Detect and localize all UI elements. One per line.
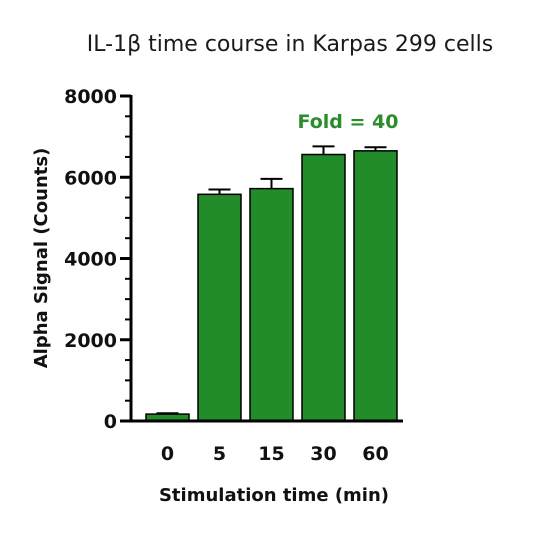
y-tick-label: 4000 <box>64 249 117 271</box>
x-tick-label: 5 <box>213 443 226 465</box>
y-tick-label: 8000 <box>64 86 117 108</box>
y-axis-label: Alpha Signal (Counts) <box>31 148 52 369</box>
error-bar-0 <box>156 412 179 415</box>
y-axis: 0 2000 4000 6000 8000 <box>64 86 133 433</box>
bar-30 <box>301 153 346 422</box>
bar-15 <box>249 187 294 422</box>
error-bars-group <box>156 145 387 415</box>
bars-group <box>145 150 398 422</box>
error-bar-5 <box>208 188 231 195</box>
bar-5 <box>197 193 242 422</box>
y-tick-label: 2000 <box>64 330 117 352</box>
x-tick-label: 0 <box>161 443 174 465</box>
x-axis-label: Stimulation time (min) <box>159 485 389 506</box>
error-bar-30 <box>312 145 335 155</box>
x-tick-label: 60 <box>362 443 388 465</box>
y-tick-label: 0 <box>104 411 117 433</box>
error-bar-15 <box>260 177 283 189</box>
bar-60 <box>353 150 398 422</box>
error-bar-60 <box>364 146 387 151</box>
x-axis: 0 5 15 30 60 <box>129 419 403 465</box>
chart-title: IL-1β time course in Karpas 299 cells <box>87 32 493 57</box>
fold-annotation: Fold = 40 <box>298 111 399 133</box>
y-tick-label: 6000 <box>64 167 117 189</box>
x-tick-label: 15 <box>258 443 284 465</box>
x-tick-label: 30 <box>310 443 336 465</box>
